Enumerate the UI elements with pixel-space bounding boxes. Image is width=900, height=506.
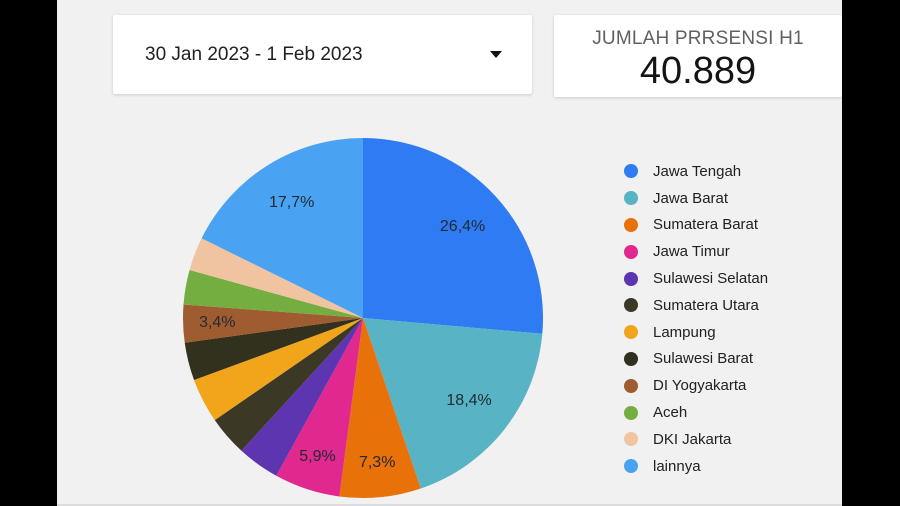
pie-slice-2[interactable] (339, 318, 421, 499)
legend-item-label: DKI Jakarta (653, 430, 732, 448)
legend-dot-icon (624, 432, 638, 447)
legend-item-label: Jawa Tengah (653, 162, 742, 180)
pie-slice-1[interactable] (363, 318, 543, 489)
metric-title: JUMLAH PRRSENSI H1 (592, 28, 804, 49)
legend-item-11: lainnya (624, 453, 768, 480)
pie-slice-10[interactable] (189, 238, 363, 318)
legend-item-10: DKI Jakarta (624, 426, 768, 453)
letterbox-left (0, 0, 57, 506)
pie-slice-9[interactable] (183, 269, 363, 318)
pie-slice-6[interactable] (194, 318, 363, 421)
legend-item-label: Sulawesi Selatan (653, 270, 769, 288)
legend-item-9: Aceh (624, 399, 768, 426)
legend-dot-icon (624, 191, 638, 206)
legend-dot-icon (624, 244, 638, 259)
legend-item-0: Jawa Tengah (624, 158, 768, 185)
pie-slice-4[interactable] (241, 318, 363, 476)
legend-item-7: Sulawesi Barat (624, 346, 768, 373)
legend-item-1: Jawa Barat (624, 185, 768, 212)
legend-item-label: Lampung (653, 323, 716, 341)
legend-dot-icon (624, 217, 638, 232)
legend-dot-icon (624, 298, 638, 313)
legend-dot-icon (624, 459, 638, 474)
dashboard-content: 30 Jan 2023 - 1 Feb 2023 JUMLAH PRRSENSI… (57, 0, 842, 506)
pie-slice-0[interactable] (363, 138, 543, 334)
legend-item-label: Jawa Barat (653, 189, 729, 207)
legend-item-8: DI Yogyakarta (624, 372, 768, 399)
bottom-divider (57, 504, 842, 506)
pie-chart-canvas[interactable] (181, 136, 545, 500)
pie-slice-3[interactable] (276, 318, 363, 497)
pie-chart: 26,4% 18,4% 7,3% 5,9% 3,4% 17,7% (181, 136, 545, 500)
pie-slice-7[interactable] (184, 318, 363, 381)
pie-slice-11[interactable] (201, 138, 363, 318)
legend-item-2: Sumatera Barat (624, 212, 768, 239)
date-range-selector[interactable]: 30 Jan 2023 - 1 Feb 2023 (113, 15, 532, 94)
date-range-value: 30 Jan 2023 - 1 Feb 2023 (145, 43, 363, 65)
legend-dot-icon (624, 405, 638, 420)
metric-scorecard: JUMLAH PRRSENSI H1 40.889 (554, 15, 842, 97)
legend-item-label: Sumatera Utara (653, 296, 759, 314)
pie-slice-5[interactable] (214, 318, 363, 451)
legend-item-4: Sulawesi Selatan (624, 265, 768, 292)
legend-item-6: Lampung (624, 319, 768, 346)
legend-item-3: Jawa Timur (624, 238, 768, 265)
legend-item-5: Sumatera Utara (624, 292, 768, 319)
legend-item-label: lainnya (653, 457, 701, 475)
legend-dot-icon (624, 271, 638, 286)
metric-value: 40.889 (639, 50, 757, 92)
dropdown-caret-icon (490, 51, 502, 58)
legend-dot-icon (624, 351, 638, 366)
legend-dot-icon (624, 164, 638, 179)
letterbox-right (842, 0, 900, 506)
pie-slice-8[interactable] (183, 304, 363, 343)
legend-dot-icon (624, 325, 638, 340)
legend-dot-icon (624, 378, 638, 393)
legend-item-label: Jawa Timur (653, 243, 730, 261)
legend-item-label: DI Yogyakarta (653, 377, 747, 395)
legend-item-label: Aceh (653, 404, 688, 422)
legend-item-label: Sumatera Barat (653, 216, 759, 234)
chart-legend: Jawa Tengah Jawa Barat Sumatera Barat Jawa … (624, 158, 768, 480)
legend-item-label: Sulawesi Barat (653, 350, 754, 368)
